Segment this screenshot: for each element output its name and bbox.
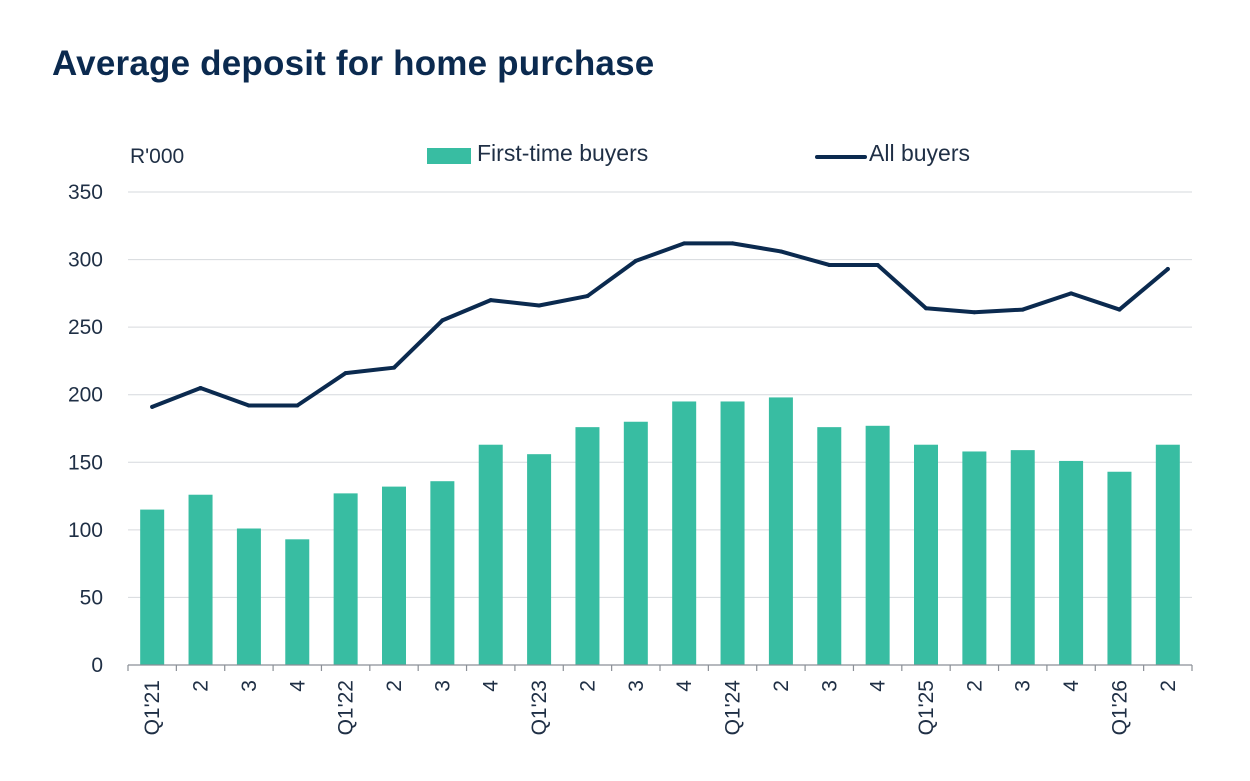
- x-tick-label: 4: [673, 680, 696, 692]
- y-tick-label: 100: [68, 519, 103, 542]
- chart-title: Average deposit for home purchase: [52, 44, 655, 83]
- x-tick-label: 4: [480, 680, 503, 692]
- x-tick-label: Q1'21: [141, 680, 164, 735]
- point-all-buyers: [150, 404, 155, 409]
- bar-first-time-buyers: [1107, 471, 1132, 665]
- bar-first-time-buyers: [188, 494, 213, 665]
- point-all-buyers: [1117, 307, 1122, 312]
- point-all-buyers: [730, 241, 735, 246]
- point-all-buyers: [392, 365, 396, 370]
- bar-first-time-buyers: [1155, 444, 1180, 665]
- point-all-buyers: [1165, 267, 1170, 272]
- x-tick-label: 3: [238, 680, 261, 692]
- bar-first-time-buyers: [575, 427, 600, 665]
- legend-label-first-time-buyers: First-time buyers: [477, 140, 648, 166]
- point-all-buyers: [1020, 307, 1025, 312]
- point-all-buyers: [827, 262, 832, 267]
- bar-first-time-buyers: [140, 509, 165, 665]
- legend: R'000 First-time buyers All buyers: [130, 140, 970, 168]
- x-tick-label: 3: [431, 680, 454, 692]
- point-all-buyers: [295, 403, 300, 408]
- bar-first-time-buyers: [285, 539, 310, 665]
- bar-first-time-buyers: [672, 401, 697, 665]
- bar-first-time-buyers: [817, 427, 842, 665]
- x-tick-label: 4: [1060, 680, 1083, 692]
- bar-first-time-buyers: [1059, 460, 1084, 665]
- bar-first-time-buyers: [527, 454, 552, 665]
- bar-first-time-buyers: [768, 397, 793, 665]
- x-tick-label: Q1'22: [335, 680, 358, 735]
- line-series: [150, 241, 1170, 409]
- x-tick-label: 4: [286, 680, 309, 692]
- legend-label-all-buyers: All buyers: [869, 140, 970, 166]
- x-tick-label: 4: [867, 680, 890, 692]
- point-all-buyers: [778, 249, 783, 254]
- bar-first-time-buyers: [1010, 450, 1035, 665]
- x-tick-label: 2: [383, 680, 406, 692]
- point-all-buyers: [972, 310, 977, 315]
- point-all-buyers: [246, 403, 251, 408]
- bar-first-time-buyers: [865, 425, 890, 665]
- bar-first-time-buyers: [623, 421, 648, 665]
- bar-first-time-buyers: [236, 528, 261, 665]
- x-tick-label: 2: [190, 680, 213, 692]
- point-all-buyers: [875, 262, 880, 267]
- bar-first-time-buyers: [382, 486, 406, 665]
- point-all-buyers: [924, 306, 928, 311]
- x-tick-label: 2: [770, 680, 793, 692]
- line-all-buyers: [150, 241, 1170, 409]
- point-all-buyers: [440, 318, 445, 323]
- bar-first-time-buyers: [720, 401, 745, 665]
- point-all-buyers: [1069, 291, 1074, 296]
- bar-first-time-buyers: [914, 444, 938, 665]
- point-all-buyers: [633, 258, 638, 263]
- bar-first-time-buyers: [962, 451, 987, 665]
- y-tick-label: 250: [68, 316, 103, 339]
- x-tick-label: Q1'23: [528, 680, 551, 735]
- x-tick-label: 3: [625, 680, 648, 692]
- y-tick-label: 350: [68, 181, 103, 204]
- x-tick-label: 3: [818, 680, 841, 692]
- bar-first-time-buyers: [430, 481, 455, 665]
- point-all-buyers: [682, 241, 687, 246]
- point-all-buyers: [537, 303, 542, 308]
- x-tick-label: 2: [1157, 680, 1180, 692]
- unit-label: R'000: [130, 145, 184, 168]
- point-all-buyers: [343, 371, 348, 376]
- bar-first-time-buyers: [333, 493, 358, 665]
- y-tick-label: 200: [68, 384, 103, 407]
- legend-swatch-first-time-buyers: [427, 148, 471, 164]
- y-tick-label: 150: [68, 451, 103, 474]
- x-tick-label: Q1'25: [915, 680, 938, 735]
- x-tick-label: 3: [1012, 680, 1035, 692]
- x-tick-label: Q1'26: [1108, 680, 1131, 735]
- x-tick-label: 2: [576, 680, 599, 692]
- axes: 0 50 100 150 200 250 300 350 Q1'21 2 3 4 Q1'22 2 3 4 Q1'…: [68, 181, 1193, 736]
- x-tick-label: Q1'24: [722, 680, 745, 736]
- y-tick-label: 0: [91, 654, 103, 677]
- y-tick-label: 50: [80, 586, 103, 609]
- point-all-buyers: [198, 385, 203, 390]
- point-all-buyers: [585, 294, 590, 299]
- point-all-buyers: [488, 298, 493, 303]
- x-tick-label: 2: [963, 680, 986, 692]
- bar-first-time-buyers: [478, 444, 503, 665]
- bar-series: [140, 397, 1180, 665]
- y-tick-label: 300: [68, 249, 103, 272]
